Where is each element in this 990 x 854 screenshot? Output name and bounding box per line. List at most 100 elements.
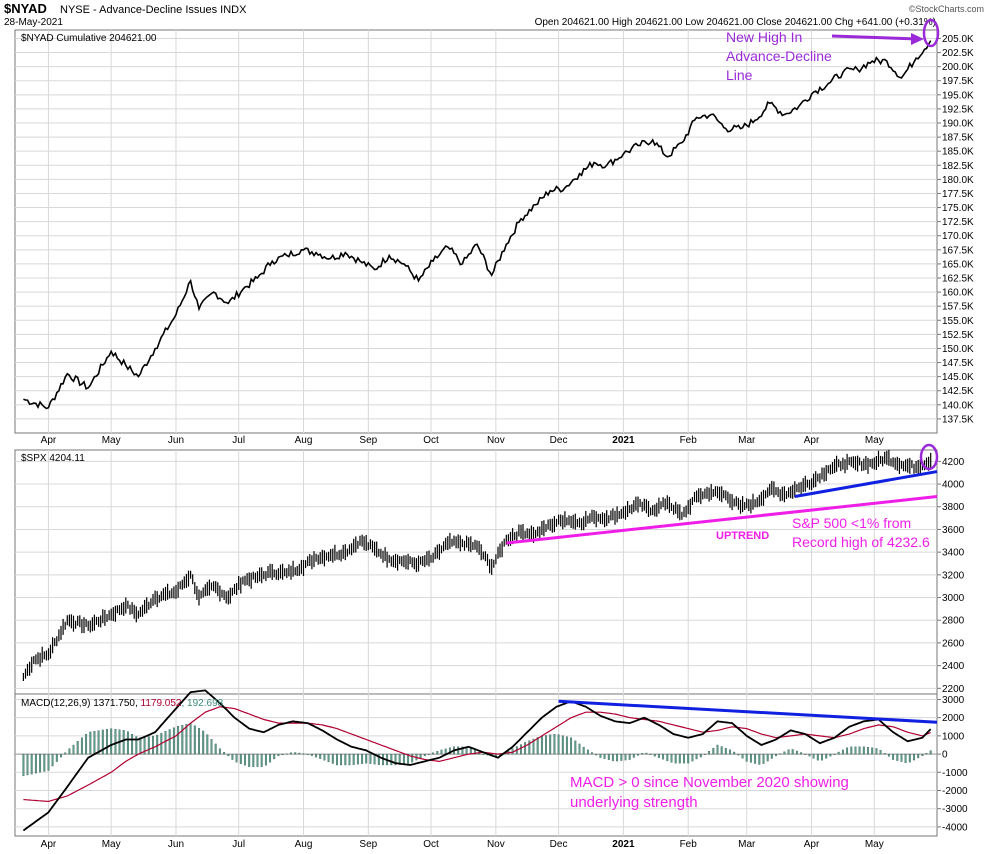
histogram-bar [871, 747, 874, 755]
month-tick-label: May [102, 435, 121, 446]
month-tick-label: Jul [232, 435, 245, 446]
macd-legend: MACD(12,26,9) 1371.750, 1179.052, 192.69… [21, 698, 224, 709]
histogram-bar [862, 746, 865, 755]
histogram-bar [628, 753, 631, 760]
histogram-bar [177, 726, 180, 755]
uptrend-label: UPTREND [716, 530, 769, 542]
histogram-bar [218, 748, 221, 755]
macd-histogram [22, 722, 932, 777]
histogram-bar [93, 731, 96, 755]
y-tick-label: 205.0K [942, 34, 974, 45]
histogram-bar [310, 753, 313, 756]
histogram-bar [616, 753, 619, 762]
histogram-bar [808, 753, 811, 757]
y-tick-label: 152.5K [942, 330, 974, 341]
grid-lines [15, 30, 937, 836]
histogram-bar [47, 753, 50, 771]
histogram-bar [26, 753, 29, 776]
histogram-bar [749, 753, 752, 763]
histogram-bar [97, 730, 100, 755]
histogram-bar [461, 746, 464, 755]
histogram-bar [30, 753, 33, 775]
histogram-bar [348, 753, 351, 766]
y-tick-label: 155.0K [942, 316, 974, 327]
y-tick-label: 150.0K [942, 344, 974, 355]
histogram-bar [298, 752, 301, 755]
histogram-bar [281, 753, 284, 756]
y-tick-label: 175.0K [942, 203, 974, 214]
month-tick-label: Aug [295, 839, 313, 850]
histogram-bar [896, 753, 899, 761]
month-tick-label: May [102, 839, 121, 850]
histogram-bar [89, 731, 92, 755]
histogram-bar [561, 735, 564, 755]
histogram-bar [520, 744, 522, 755]
month-tick-label: Mar [738, 839, 756, 850]
y-tick-label: 2000 [942, 713, 965, 724]
month-tick-label: Sep [359, 839, 377, 850]
month-tick-label: Feb [680, 435, 698, 446]
histogram-bar [720, 746, 723, 755]
histogram-bar [641, 753, 644, 755]
month-tick-label: Jun [168, 839, 184, 850]
histogram-bar [189, 722, 192, 755]
histogram-bar [837, 751, 840, 755]
y-tick-label: -3000 [942, 804, 968, 815]
histogram-bar [64, 752, 67, 755]
histogram-bar [549, 734, 552, 755]
histogram-bar [875, 748, 878, 755]
nyad-legend: $NYAD Cumulative 204621.00 [21, 33, 157, 44]
month-tick-label: Oct [423, 839, 439, 850]
histogram-bar [795, 750, 798, 755]
month-tick-label: 2021 [612, 839, 635, 850]
histogram-bar [783, 751, 786, 755]
histogram-bar [369, 753, 372, 764]
month-tick-label: Jun [168, 435, 184, 446]
histogram-bar [908, 753, 911, 763]
histogram-bar [850, 746, 853, 755]
histogram-bar [804, 753, 807, 755]
y-tick-label: -2000 [942, 786, 968, 797]
histogram-bar [821, 753, 823, 761]
macd-legend-hist: , 192.698 [181, 698, 223, 709]
month-tick-label: Apr [41, 435, 57, 446]
month-tick-label: Nov [487, 435, 505, 446]
spx-note-line-2: Record high of 4232.6 [792, 534, 930, 550]
histogram-bar [737, 753, 740, 756]
histogram-bar [758, 753, 761, 765]
histogram-bar [110, 728, 113, 755]
histogram-bar [745, 753, 748, 762]
histogram-bar [825, 753, 828, 759]
spx-high-circle [919, 443, 939, 471]
histogram-bar [565, 736, 568, 755]
y-tick-label: 185.0K [942, 147, 974, 158]
histogram-bar [779, 753, 782, 755]
histogram-bar [356, 753, 359, 765]
y-tick-label: 202.5K [942, 48, 974, 59]
histogram-bar [432, 752, 435, 755]
histogram-bar [595, 753, 598, 756]
histogram-bar [545, 735, 547, 755]
histogram-bar [223, 752, 226, 755]
histogram-bar [482, 753, 485, 755]
histogram-bar [846, 747, 849, 755]
histogram-bar [172, 727, 175, 755]
nyad-high-circle [922, 18, 940, 48]
y-tick-label: 157.5K [942, 302, 974, 313]
histogram-bar [524, 742, 527, 755]
y-tick-label: 0 [942, 750, 948, 761]
histogram-bar [198, 728, 200, 755]
y-tick-label: 140.0K [942, 400, 974, 411]
histogram-bar [411, 753, 414, 763]
histogram-bar [570, 737, 573, 755]
histogram-bar [323, 753, 326, 761]
y-tick-label: 190.0K [942, 119, 974, 130]
month-tick-label: Aug [295, 435, 313, 446]
histogram-bar [536, 737, 539, 755]
histogram-bar [394, 753, 397, 766]
histogram-bar [670, 753, 673, 763]
histogram-bar [900, 753, 903, 762]
macd-note-line-2: underlying strength [570, 794, 698, 811]
histogram-bar [72, 744, 75, 755]
